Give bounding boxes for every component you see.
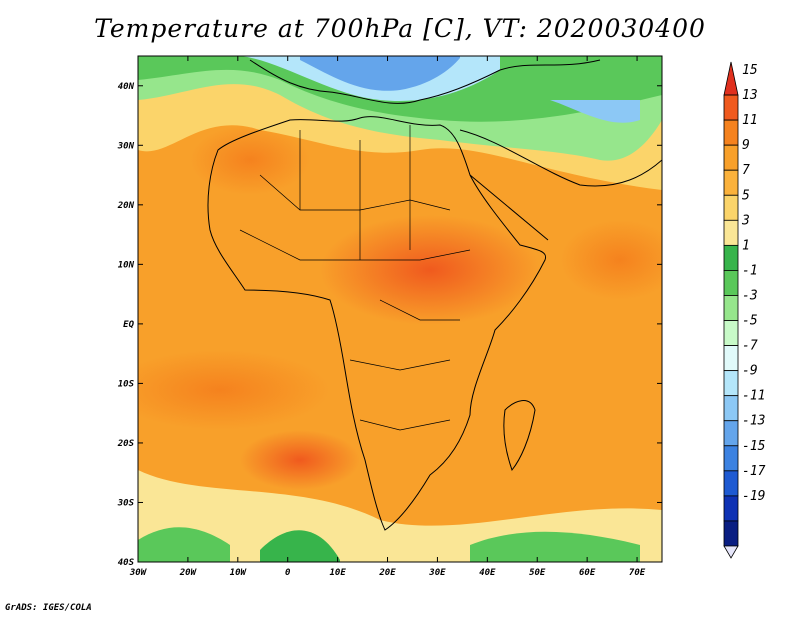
map-title: Temperature at 700hPa [C], VT: 202003040…	[94, 14, 706, 43]
colorbar-label: -5	[742, 314, 758, 329]
colorbar-swatch	[723, 395, 739, 422]
lon-tick-label: 30E	[428, 568, 446, 578]
lat-tick-label: 40N	[118, 82, 135, 92]
colorbar-label: -19	[742, 489, 765, 504]
colorbar-swatch	[723, 470, 739, 497]
lon-tick-label: 60E	[579, 568, 596, 578]
lat-tick-label: 10S	[118, 379, 135, 389]
colorbar-swatch	[723, 219, 739, 246]
colorbar-label: 9	[742, 138, 750, 153]
lon-tick-label: 40E	[479, 568, 496, 578]
colorbar-swatch	[723, 295, 739, 321]
lon-tick-label: 10W	[230, 568, 248, 578]
colorbar-swatch	[723, 320, 739, 346]
longitude-axis: 30W 20W 10W 0 10E 20E 30E 40E 50E 60E 70E	[129, 56, 646, 578]
temperature-field	[138, 56, 662, 562]
lon-tick-label: 0	[285, 568, 291, 578]
colorbar-label: 7	[742, 163, 750, 178]
colorbar-label: 3	[741, 213, 750, 228]
country-borders	[239, 125, 471, 431]
colorbar-swatch	[723, 61, 739, 96]
colorbar-swatch	[723, 270, 739, 296]
lon-tick-label: 30W	[129, 568, 148, 578]
colorbar-swatch	[723, 119, 739, 146]
colorbar-swatch	[723, 520, 739, 547]
colorbar-swatch	[723, 370, 739, 397]
colorbar-label: -3	[742, 288, 758, 303]
lon-tick-label: 10E	[329, 568, 346, 578]
colorbar-swatch	[723, 244, 739, 271]
lon-tick-label: 20E	[378, 568, 396, 578]
colorbar: 15 13 11 9 7 5 3 1 -1 -3 -5 -7 -9 -11 -13 -15 -17 -19	[723, 61, 766, 559]
lat-tick-label: 10N	[118, 260, 135, 270]
lat-tick-label: 20N	[117, 201, 135, 211]
colorbar-label: 1	[742, 238, 750, 253]
colorbar-label: -15	[742, 439, 766, 454]
colorbar-swatch	[723, 144, 739, 171]
lon-tick-label: 50E	[529, 568, 546, 578]
colorbar-swatch	[723, 495, 739, 522]
colorbar-swatch	[723, 94, 739, 121]
colorbar-label: 5	[742, 188, 750, 203]
lat-tick-label: 30S	[117, 498, 135, 508]
colorbar-swatch	[723, 194, 739, 221]
colorbar-label: -17	[742, 464, 766, 479]
colorbar-label: -7	[742, 339, 758, 354]
plot-frame	[137, 55, 663, 563]
colorbar-label: -1	[742, 263, 758, 278]
lon-tick-label: 70E	[629, 568, 646, 578]
colorbar-swatch	[723, 169, 739, 196]
lon-tick-label: 20W	[179, 568, 198, 578]
lat-tick-label: 30N	[117, 141, 135, 151]
colorbar-swatch	[723, 345, 739, 372]
lat-tick-label: 20S	[117, 439, 135, 449]
coastlines	[207, 59, 662, 531]
colorbar-label: -13	[742, 414, 765, 429]
colorbar-label: -9	[742, 364, 758, 379]
colorbar-swatch	[723, 420, 739, 447]
colorbar-label: -11	[742, 389, 765, 404]
colorbar-label: 13	[742, 88, 758, 103]
lat-tick-label: 40S	[118, 558, 135, 568]
colorbar-label: 11	[742, 113, 758, 128]
grads-credit: GrADS: IGES/COLA	[5, 603, 92, 613]
colorbar-pointer	[723, 545, 739, 559]
colorbar-label: 15	[742, 63, 758, 78]
lat-tick-label: EQ	[123, 320, 134, 330]
colorbar-swatch	[723, 445, 739, 472]
latitude-axis: 40N 30N 20N 10N EQ 10S 20S 30S 40S	[117, 82, 662, 568]
